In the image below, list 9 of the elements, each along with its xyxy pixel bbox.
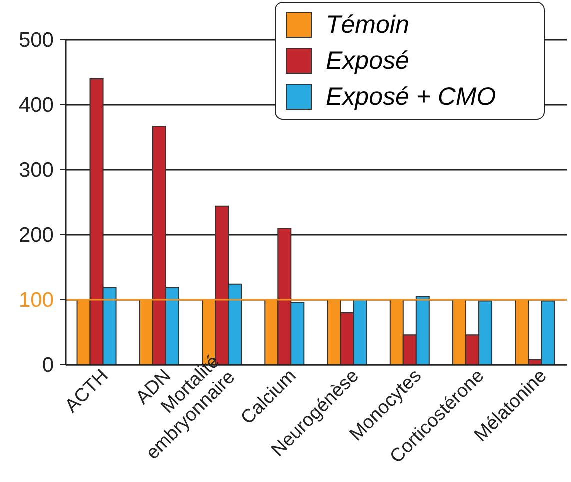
- y-tick-label: 300: [18, 159, 54, 182]
- y-tick-label: 200: [18, 224, 54, 247]
- legend-label: Exposé + CMO: [326, 82, 496, 112]
- y-tick-label: 500: [18, 29, 54, 52]
- legend-label: Exposé: [326, 46, 410, 76]
- y-tick-label: 100: [18, 289, 54, 312]
- y-tick-label: 0: [42, 354, 54, 377]
- y-tick-label: 400: [18, 94, 54, 117]
- legend-label: Témoin: [326, 10, 410, 40]
